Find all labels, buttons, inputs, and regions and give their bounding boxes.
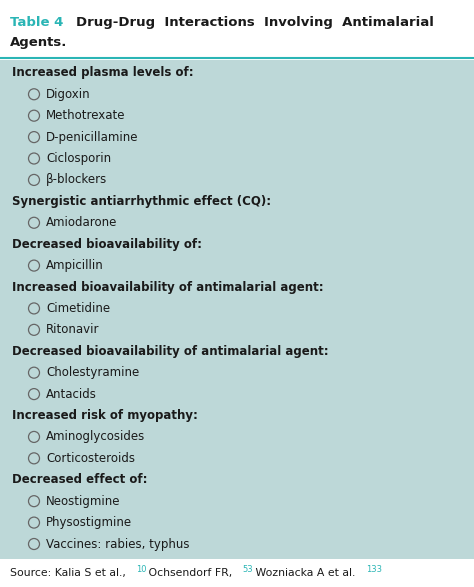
Text: Physostigmine: Physostigmine [46, 516, 132, 529]
Text: Wozniacka A et al.: Wozniacka A et al. [252, 568, 356, 578]
Text: Ritonavir: Ritonavir [46, 323, 100, 336]
Text: Increased bioavailability of antimalarial agent:: Increased bioavailability of antimalaria… [12, 281, 324, 294]
Text: Increased plasma levels of:: Increased plasma levels of: [12, 66, 193, 79]
Text: Increased risk of myopathy:: Increased risk of myopathy: [12, 409, 198, 422]
Text: 10: 10 [136, 565, 146, 573]
Text: Decreased bioavailability of antimalarial agent:: Decreased bioavailability of antimalaria… [12, 345, 328, 357]
Text: Antacids: Antacids [46, 387, 97, 400]
Text: Ciclosporin: Ciclosporin [46, 152, 111, 165]
Text: Aminoglycosides: Aminoglycosides [46, 430, 145, 443]
Text: β-blockers: β-blockers [46, 173, 107, 187]
Text: Table 4: Table 4 [10, 16, 64, 29]
Text: Decreased effect of:: Decreased effect of: [12, 473, 147, 486]
Text: 53: 53 [242, 565, 253, 573]
Text: Ampicillin: Ampicillin [46, 259, 104, 272]
Text: D-penicillamine: D-penicillamine [46, 130, 138, 144]
Text: Corticosteroids: Corticosteroids [46, 452, 135, 465]
Text: 133: 133 [366, 565, 382, 573]
Text: Vaccines: rabies, typhus: Vaccines: rabies, typhus [46, 538, 190, 551]
Bar [0, 60, 474, 559]
Text: Agents.: Agents. [10, 36, 67, 49]
Text: Drug-Drug  Interactions  Involving  Antimalarial: Drug-Drug Interactions Involving Antimal… [76, 16, 434, 29]
Text: Cimetidine: Cimetidine [46, 302, 110, 315]
Text: Ochsendorf FR,: Ochsendorf FR, [145, 568, 232, 578]
Text: Synergistic antiarrhythmic effect (CQ):: Synergistic antiarrhythmic effect (CQ): [12, 195, 271, 208]
Text: Amiodarone: Amiodarone [46, 216, 118, 230]
Text: Cholestyramine: Cholestyramine [46, 366, 139, 379]
Bar [0, 0, 474, 58]
Text: Neostigmine: Neostigmine [46, 495, 120, 508]
Text: Methotrexate: Methotrexate [46, 109, 126, 122]
Text: Decreased bioavailability of:: Decreased bioavailability of: [12, 238, 202, 251]
Text: Source: Kalia S et al.,: Source: Kalia S et al., [10, 568, 126, 578]
Text: Digoxin: Digoxin [46, 88, 91, 101]
